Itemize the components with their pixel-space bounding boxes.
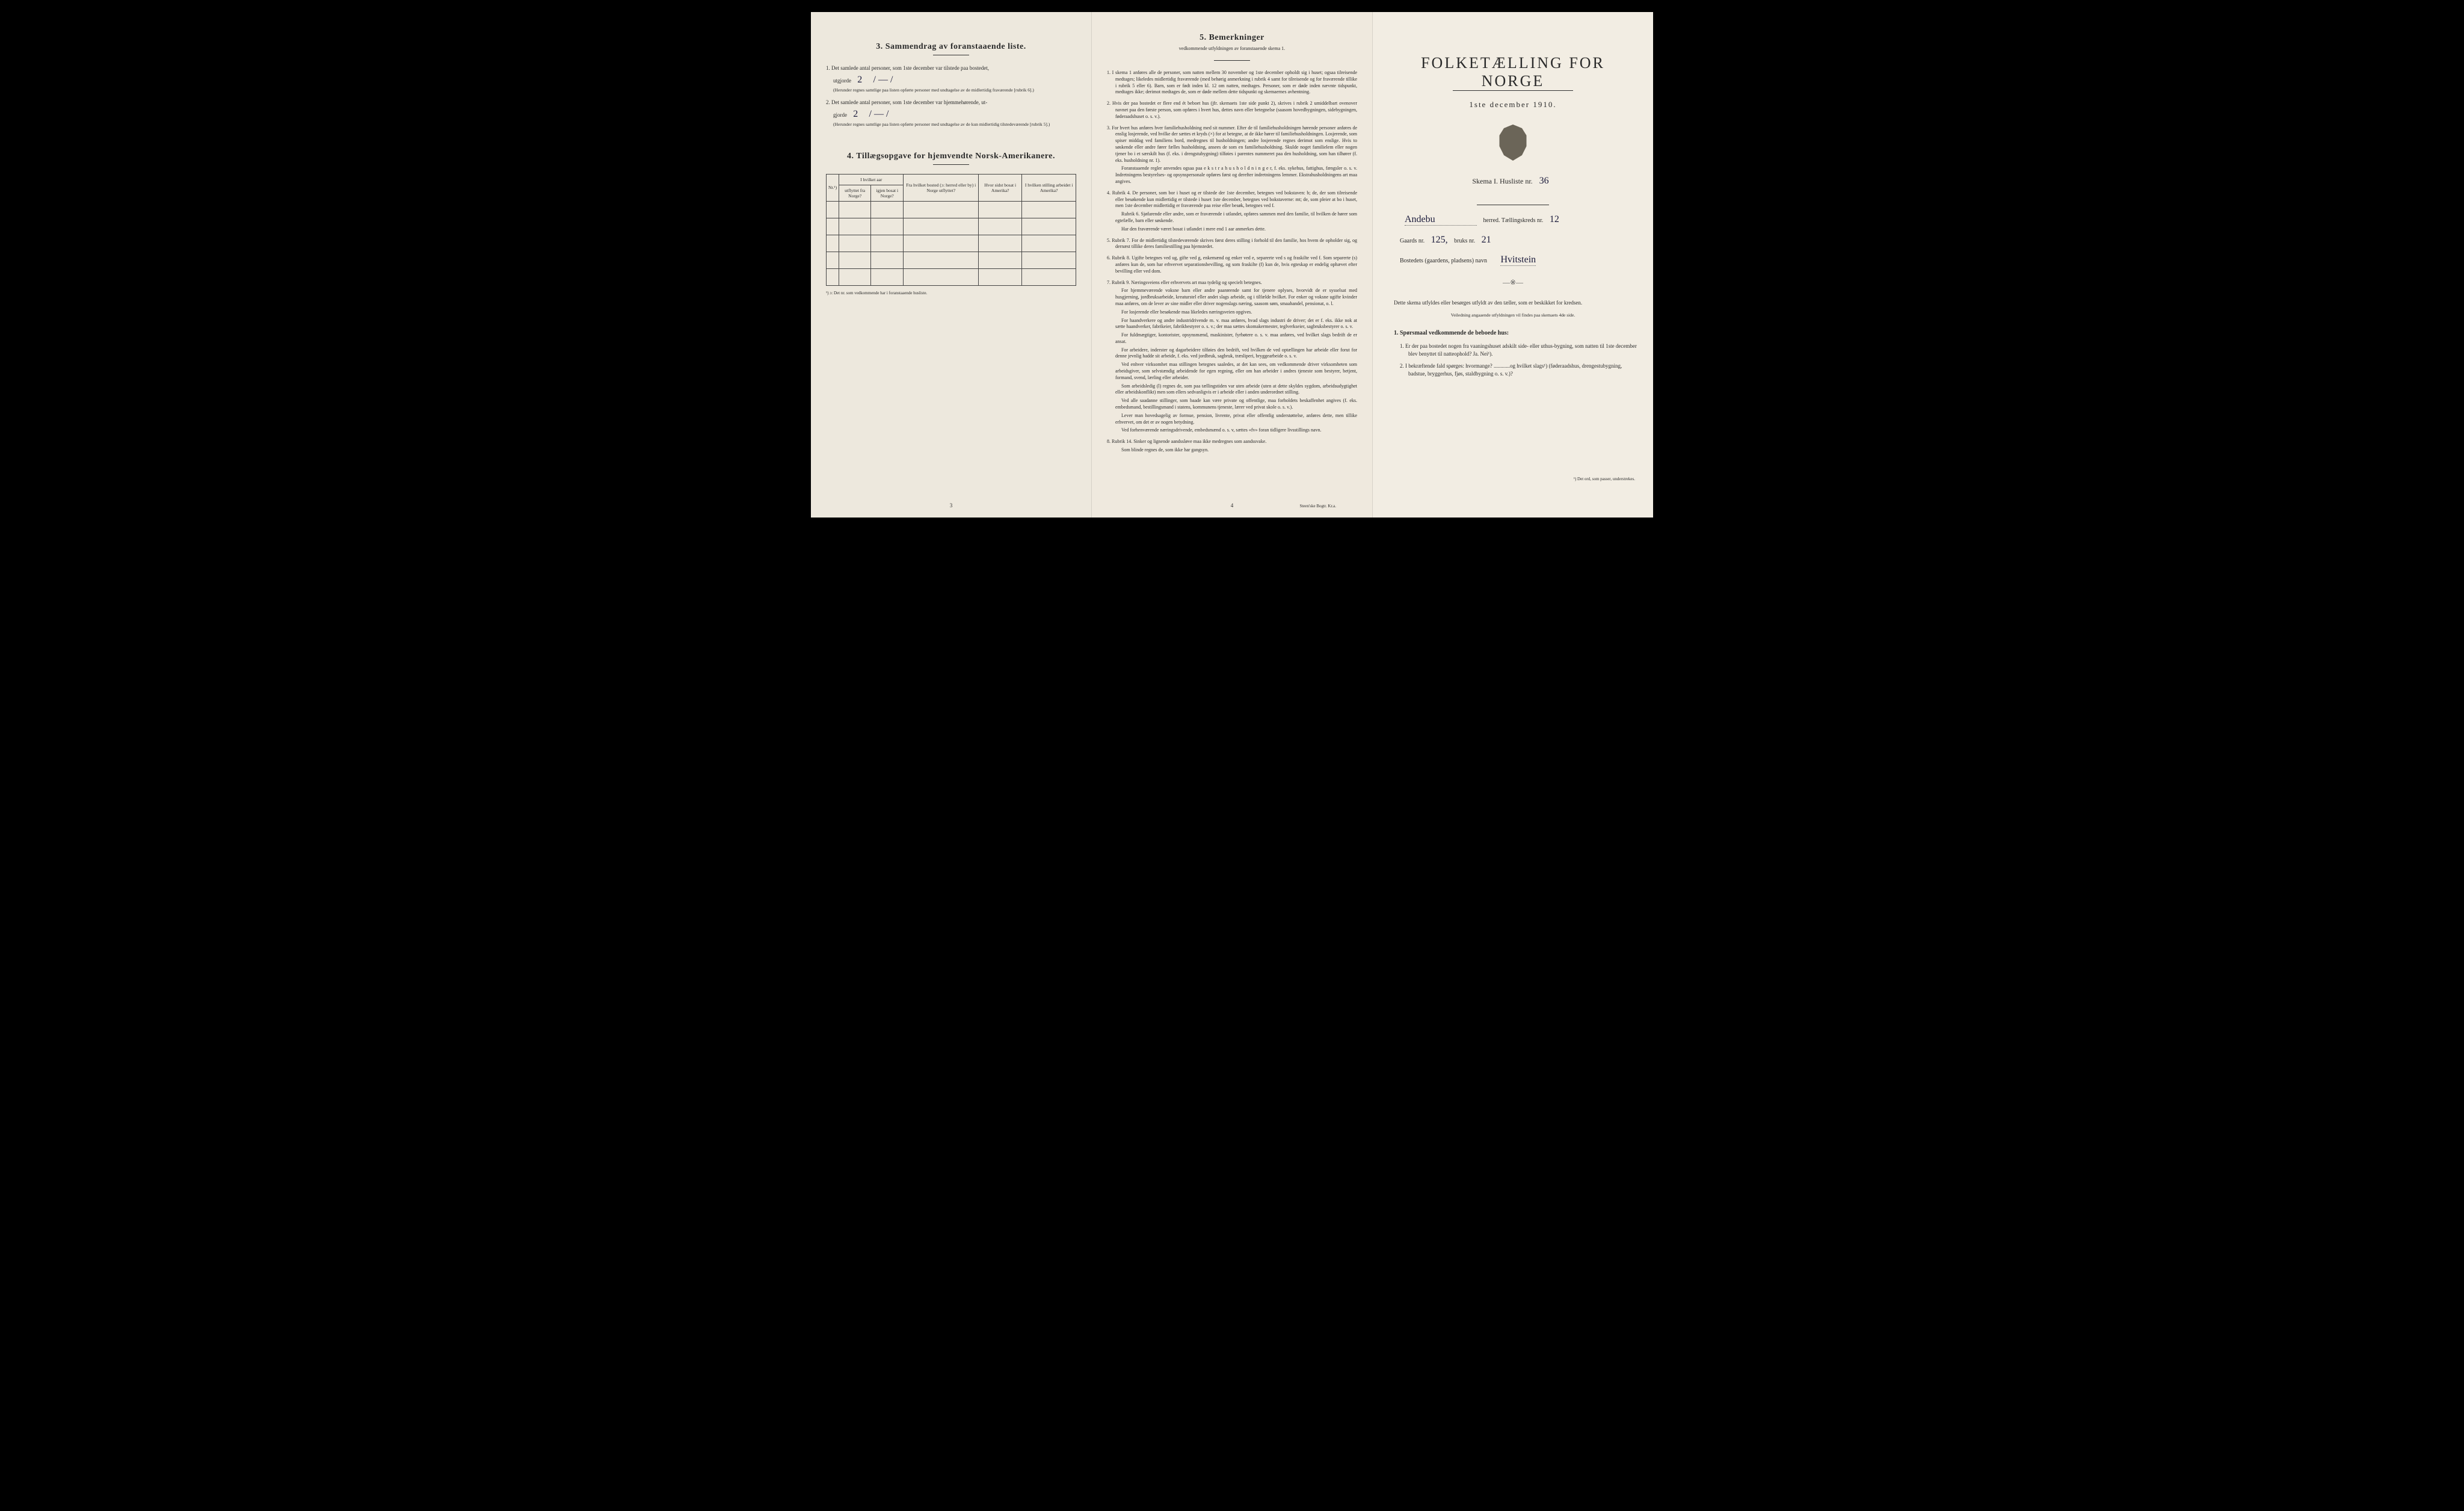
rule-item: 5. Rubrik 7. For de midlertidig tilstede… xyxy=(1107,238,1357,251)
item-1-label: utgjorde xyxy=(833,78,851,84)
bosted-value: Hvitstein xyxy=(1500,255,1536,266)
table-row xyxy=(827,218,1076,235)
item-1-value: 2 xyxy=(857,73,862,87)
publisher: Steen'ske Bogtr. Kr.a. xyxy=(1299,504,1336,508)
page-number-4: 4 xyxy=(1231,502,1234,508)
herred-line: Andebu herred. Tællingskreds nr. 12 xyxy=(1388,214,1638,226)
item-2-label: gjorde xyxy=(833,112,847,118)
herred-label: herred. Tællingskreds nr. xyxy=(1483,217,1544,224)
item-1-dash: / — / xyxy=(873,73,893,87)
herred-value: Andebu xyxy=(1405,214,1477,226)
table-row xyxy=(827,201,1076,218)
rules-list: 1. I skema 1 anføres alle de personer, s… xyxy=(1107,70,1357,454)
instructions: Dette skema utfyldes eller besørges utfy… xyxy=(1394,299,1632,318)
th-where: Hvor sidst bosat i Amerika? xyxy=(979,174,1022,201)
rule-item: 3. For hvert hus anføres hver familiehus… xyxy=(1107,125,1357,185)
rule-sub: Rubrik 6. Sjøfarende eller andre, som er… xyxy=(1115,211,1357,224)
item-2-note: (Herunder regnes samtlige paa listen opf… xyxy=(833,122,1076,128)
th-returned: igjen bosat i Norge? xyxy=(871,185,904,201)
bruk-label: bruks nr. xyxy=(1454,238,1475,244)
footnote: ¹) Det ord, som passer, understrekes. xyxy=(1574,477,1635,481)
skema-label: Skema I. Husliste nr. xyxy=(1472,177,1532,185)
rule-item: 7. Rubrik 9. Næringsveiens eller erhverv… xyxy=(1107,280,1357,434)
bosted-label: Bostedets (gaardens, pladsens) navn xyxy=(1400,258,1487,264)
rule-sub: Ved enhver virksomhet maa stillingen bet… xyxy=(1115,362,1357,381)
rule-sub: For haandverkere og andre industridriven… xyxy=(1115,318,1357,331)
th-position: I hvilken stilling arbeidet i Amerika? xyxy=(1022,174,1076,201)
th-year: I hvilket aar xyxy=(839,174,904,185)
section-4-title: 4. Tillægsopgave for hjemvendte Norsk-Am… xyxy=(826,152,1076,161)
table-footnote: ¹) ɔ: Det nr. som vedkommende har i fora… xyxy=(826,291,1076,295)
rule-sub: For hjemmeværende voksne barn eller andr… xyxy=(1115,288,1357,307)
coat-of-arms-icon xyxy=(1498,125,1528,161)
question-2: 2. I bekræftende fald spørges: hvormange… xyxy=(1400,362,1638,377)
rule-sub: Som arbeidsledig (l) regnes de, som paa … xyxy=(1115,383,1357,397)
kreds-value: 12 xyxy=(1550,214,1559,225)
item-2-dash: / — / xyxy=(869,107,889,122)
question-1: 1. Er der paa bostedet nogen fra vaaning… xyxy=(1400,342,1638,357)
page-3: 3. Sammendrag av foranstaaende liste. 1.… xyxy=(811,12,1092,518)
rule-sub: For arbeidere, inderster og dagarbeidere… xyxy=(1115,347,1357,360)
census-date: 1ste december 1910. xyxy=(1388,100,1638,110)
instr-note: Veiledning angaaende utfyldningen vil fi… xyxy=(1394,312,1632,318)
title-underline-5 xyxy=(1214,60,1250,61)
th-from: Fra hvilket bosted (ɔ: herred eller by) … xyxy=(904,174,979,201)
table-row xyxy=(827,252,1076,268)
gaard-label: Gaards nr. xyxy=(1400,238,1424,244)
rule-sub: Foranstaaende regler anvendes ogsaa paa … xyxy=(1115,165,1357,185)
item-2-value: 2 xyxy=(853,107,858,122)
title-underline-4 xyxy=(933,164,969,165)
th-emigrated: utflyttet fra Norge? xyxy=(839,185,871,201)
skema-line: Skema I. Husliste nr. 36 xyxy=(1388,176,1638,187)
ornament-icon: ―※― xyxy=(1388,278,1638,287)
rule-item: 6. Rubrik 8. Ugifte betegnes ved ug, gif… xyxy=(1107,255,1357,274)
summary-item-1: 1. Det samlede antal personer, som 1ste … xyxy=(826,64,1076,93)
rule-item: 4. Rubrik 4. De personer, som bor i huse… xyxy=(1107,190,1357,233)
rule-sub: Har den fraværende været bosat i utlande… xyxy=(1115,226,1357,233)
item-1-text: Det samlede antal personer, som 1ste dec… xyxy=(831,65,989,71)
instr-text: Dette skema utfyldes eller besørges utfy… xyxy=(1394,299,1632,307)
emigrant-table: Nr.¹) I hvilket aar Fra hvilket bosted (… xyxy=(826,174,1076,286)
th-nr: Nr.¹) xyxy=(827,174,839,201)
gaard-line: Gaards nr. 125, bruks nr. 21 xyxy=(1388,235,1638,246)
page-number-3: 3 xyxy=(950,502,953,508)
rule-sub: Ved forhenværende næringsdrivende, embed… xyxy=(1115,427,1357,434)
item-1-prefix: 1. xyxy=(826,65,831,71)
page-1-title: FOLKETÆLLING FOR NORGE 1ste december 191… xyxy=(1373,12,1653,518)
gaard-value: 125, xyxy=(1431,235,1448,246)
question-header: 1. Spørsmaal vedkommende de beboede hus: xyxy=(1394,330,1638,336)
section-5-subtitle: vedkommende utfyldningen av foranstaaend… xyxy=(1107,46,1357,51)
rule-item: 1. I skema 1 anføres alle de personer, s… xyxy=(1107,70,1357,96)
item-2-text: Det samlede antal personer, som 1ste dec… xyxy=(831,99,987,105)
rule-item: 8. Rubrik 14. Sinker og lignende aandssl… xyxy=(1107,439,1357,454)
item-1-note: (Herunder regnes samtlige paa listen opf… xyxy=(833,87,1076,93)
page-4: 5. Bemerkninger vedkommende utfyldningen… xyxy=(1092,12,1373,518)
rule-sub: Som blinde regnes de, som ikke har gangs… xyxy=(1115,447,1357,454)
table-row xyxy=(827,268,1076,285)
section-5-title: 5. Bemerkninger xyxy=(1107,33,1357,43)
main-title: FOLKETÆLLING FOR NORGE xyxy=(1388,54,1638,90)
question-list: 1. Er der paa bostedet nogen fra vaaning… xyxy=(1388,342,1638,377)
item-2-prefix: 2. xyxy=(826,99,831,105)
main-underline xyxy=(1453,90,1573,91)
table-row xyxy=(827,235,1076,252)
rule-sub: Ved alle saadanne stillinger, som baade … xyxy=(1115,398,1357,411)
bruk-value: 21 xyxy=(1482,235,1491,246)
rule-sub: For losjerende eller besøkende maa likel… xyxy=(1115,309,1357,316)
rule-item: 2. Hvis der paa bostedet er flere end ét… xyxy=(1107,100,1357,120)
skema-value: 36 xyxy=(1539,176,1549,187)
rule-sub: Lever man hovedsagelig av formue, pensio… xyxy=(1115,413,1357,426)
bosted-line: Bostedets (gaardens, pladsens) navn Hvit… xyxy=(1388,255,1638,266)
census-document: 3. Sammendrag av foranstaaende liste. 1.… xyxy=(811,12,1653,518)
rule-sub: For fuldmægtiger, kontorister, opsynsmæn… xyxy=(1115,332,1357,345)
section-3-title: 3. Sammendrag av foranstaaende liste. xyxy=(826,42,1076,52)
summary-item-2: 2. Det samlede antal personer, som 1ste … xyxy=(826,99,1076,127)
